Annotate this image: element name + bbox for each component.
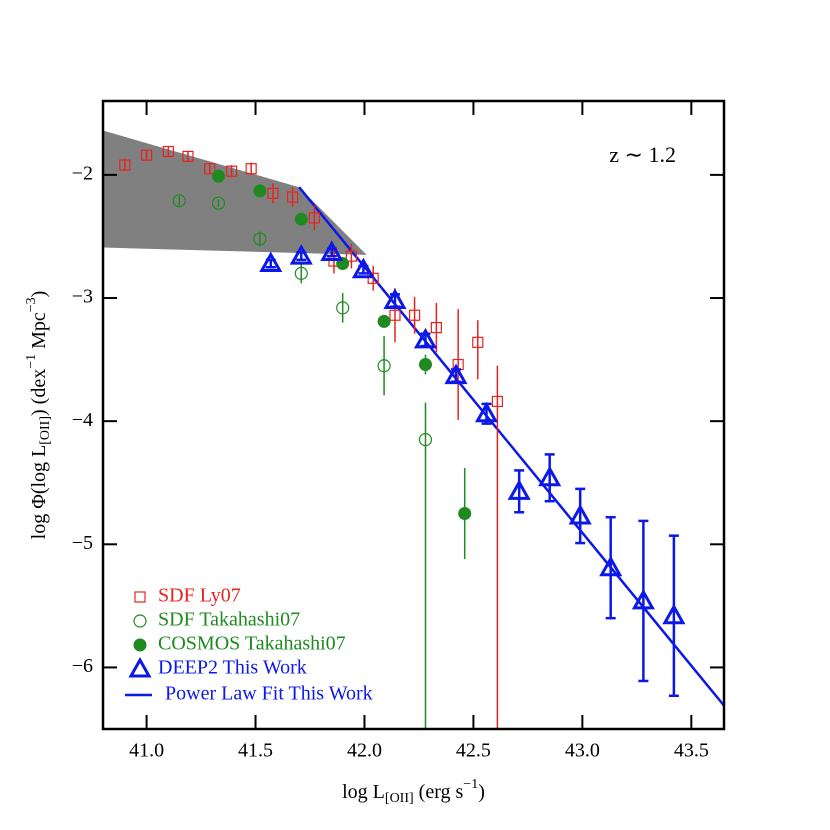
x-tick-label: 43.0	[565, 740, 600, 762]
y-axis-label-part: −1	[24, 354, 39, 369]
y-axis-label-part: Mpc	[28, 312, 50, 354]
data-point	[367, 272, 379, 284]
data-point	[538, 465, 562, 487]
data-point	[418, 358, 432, 372]
x-axis-label-part: (erg s	[414, 781, 464, 803]
data-point	[599, 555, 623, 577]
legend-label: SDF Takahashi07	[158, 609, 300, 631]
data-point	[389, 309, 401, 321]
x-tick-label: 41.5	[238, 740, 273, 762]
x-axis-label-part: [OII]	[385, 791, 414, 806]
data-point	[308, 212, 320, 224]
data-point	[204, 163, 216, 175]
data-point	[286, 191, 299, 203]
error-bar	[605, 515, 616, 620]
legend-marker	[134, 591, 146, 603]
data-point	[162, 145, 174, 158]
legend-marker	[133, 638, 147, 652]
legend-marker	[128, 656, 152, 678]
legend-label: SDF Ly07	[158, 585, 241, 607]
y-tick-label: −5	[72, 532, 93, 554]
data-point	[320, 240, 344, 261]
data-point	[211, 196, 226, 210]
data-point	[119, 159, 131, 171]
data-point	[662, 603, 686, 625]
data-point	[182, 150, 194, 163]
data-point	[259, 251, 283, 273]
data-point	[472, 336, 484, 348]
y-axis-label-part: ) (dex	[28, 369, 50, 416]
legend-marker	[133, 614, 147, 628]
error-bar	[638, 519, 649, 683]
y-axis-label-part: log Φ(log L	[28, 445, 50, 540]
data-point	[430, 321, 442, 334]
data-point	[289, 244, 313, 265]
y-axis-label: log Φ(log L[OII]) (dex−1 Mpc−3)	[24, 291, 53, 540]
x-tick-label: 42.0	[347, 740, 382, 762]
data-point	[491, 395, 503, 408]
y-axis-label-part: −3	[24, 297, 39, 312]
data-point	[418, 433, 433, 447]
y-tick-label: −4	[72, 409, 93, 431]
data-point	[211, 169, 225, 183]
data-point	[383, 288, 407, 309]
error-bar	[544, 453, 555, 503]
data-point	[294, 266, 308, 280]
y-tick-label: −3	[72, 286, 93, 308]
plot-frame	[101, 99, 726, 731]
data-point	[336, 301, 350, 315]
shaded-region	[103, 130, 367, 255]
data-point	[140, 149, 153, 161]
data-point	[507, 479, 531, 500]
data-point	[444, 363, 468, 385]
data-point	[631, 588, 655, 610]
data-point	[474, 401, 499, 423]
legend-label: DEEP2 This Work	[158, 657, 307, 679]
data-point	[345, 250, 357, 262]
data-point	[377, 314, 391, 328]
data-point	[172, 194, 186, 208]
x-tick-label: 42.5	[456, 740, 491, 762]
y-axis-label-part: [OII]	[38, 416, 53, 445]
legend-label: Power Law Fit This Work	[165, 683, 373, 705]
data-point	[377, 359, 391, 373]
data-point	[294, 212, 308, 226]
data-point	[351, 257, 375, 279]
x-axis-label: log L[OII] (erg s−1)	[342, 777, 485, 806]
error-bar	[575, 487, 586, 545]
data-point	[253, 232, 267, 246]
error-bar	[668, 534, 679, 698]
data-point	[568, 503, 592, 525]
x-axis-label-part: )	[478, 781, 485, 803]
y-axis-label-part: )	[28, 291, 50, 298]
data-point	[225, 165, 238, 177]
y-tick-label: −2	[72, 162, 93, 184]
data-point	[413, 327, 438, 349]
x-tick-label: 43.5	[674, 740, 709, 762]
error-bar	[514, 469, 525, 514]
annotation: z ∼ 1.2	[609, 142, 676, 167]
plot-area	[103, 130, 724, 729]
y-tick-label: −6	[72, 655, 93, 677]
x-axis-label-part: log L	[342, 781, 385, 803]
data-point	[458, 507, 472, 521]
data-point	[267, 187, 279, 199]
x-axis-label-part: −1	[463, 777, 478, 792]
data-point	[245, 163, 257, 175]
data-point	[408, 309, 421, 321]
legend-label: COSMOS Takahashi07	[158, 633, 346, 655]
x-tick-label: 41.0	[129, 740, 164, 762]
data-point	[253, 184, 267, 198]
